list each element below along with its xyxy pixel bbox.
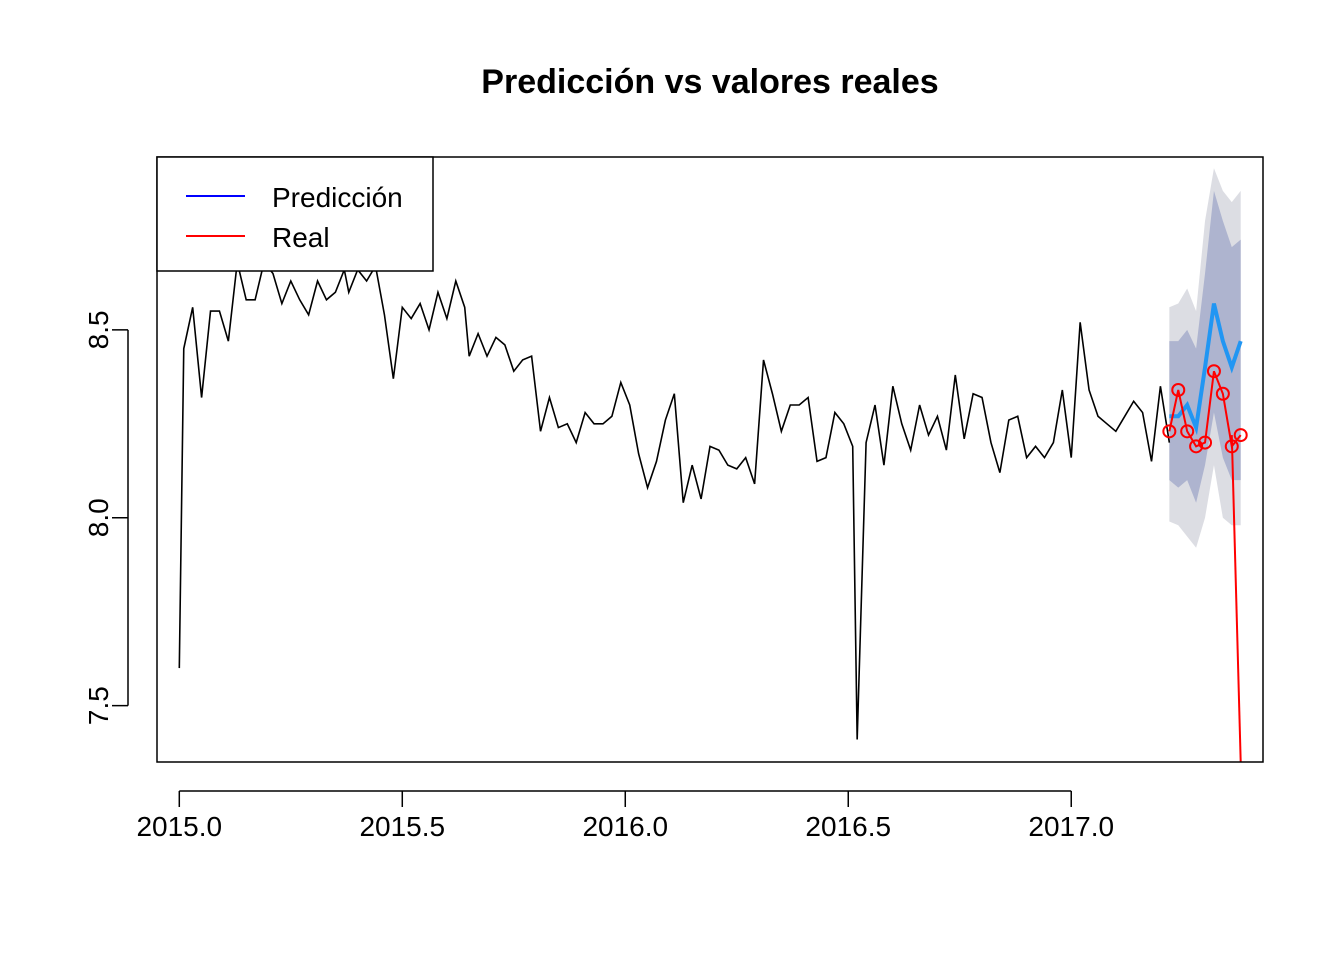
x-tick-label: 2015.0 bbox=[136, 811, 222, 842]
x-tick-label: 2016.0 bbox=[582, 811, 668, 842]
legend-box bbox=[156, 156, 434, 272]
x-tick-label: 2017.0 bbox=[1028, 811, 1114, 842]
x-tick-label: 2016.5 bbox=[805, 811, 891, 842]
actual-point bbox=[1162, 424, 1177, 439]
actual-point bbox=[1180, 424, 1195, 439]
actual-point bbox=[1171, 382, 1186, 397]
legend: Predicción Real bbox=[156, 156, 434, 272]
actual-point bbox=[1189, 439, 1204, 454]
y-tick-label: 7.5 bbox=[83, 686, 114, 725]
axes: 2015.0 2015.5 2016.0 2016.5 2017.0 7.5 8.0 8.5 bbox=[83, 310, 1114, 842]
y-tick-label: 8.5 bbox=[83, 310, 114, 349]
actual-line bbox=[1168, 370, 1242, 449]
actual-line-tail bbox=[1230, 435, 1242, 762]
x-tick-label: 2015.5 bbox=[359, 811, 445, 842]
history-line bbox=[178, 260, 1171, 740]
plot-area bbox=[178, 168, 1248, 762]
actual-point bbox=[1198, 435, 1213, 450]
actual-point bbox=[1224, 439, 1239, 454]
legend-label-prediccion: Predicción bbox=[272, 182, 403, 213]
y-tick-label: 8.0 bbox=[83, 498, 114, 537]
chart-title: Predicción vs valores reales bbox=[481, 63, 938, 101]
actual-point bbox=[1215, 386, 1230, 401]
legend-label-real: Real bbox=[272, 222, 330, 253]
forecast-line bbox=[1169, 303, 1243, 436]
actual-point bbox=[1206, 364, 1221, 379]
plot-frame bbox=[156, 156, 1264, 763]
actual-point bbox=[1233, 428, 1248, 443]
